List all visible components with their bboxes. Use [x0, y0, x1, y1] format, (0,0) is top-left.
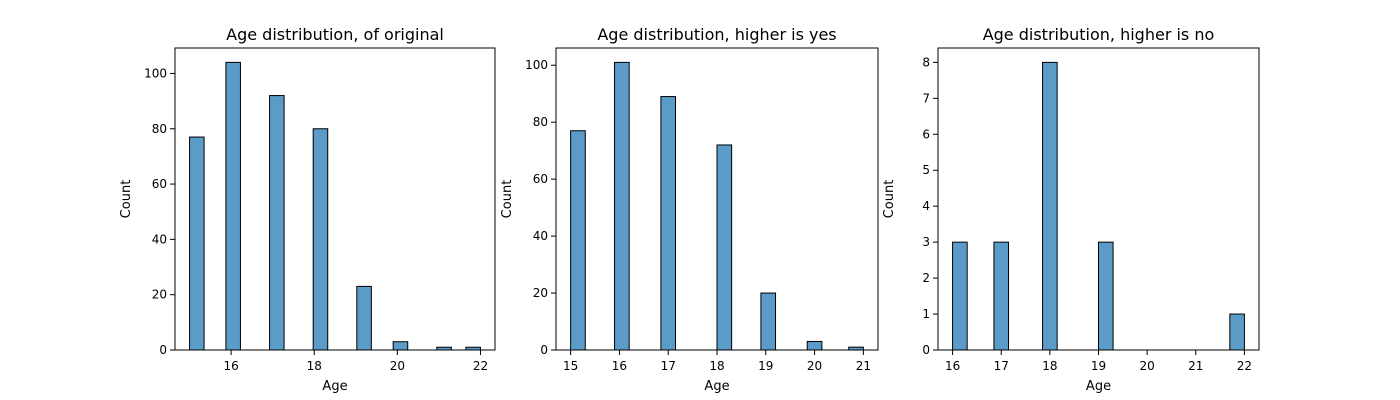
y-tick-label: 20: [533, 286, 548, 300]
y-tick-label: 1: [922, 307, 930, 321]
x-tick-label: 15: [563, 359, 578, 373]
y-tick-label: 5: [922, 163, 930, 177]
chart-panel-3: 16 17 18 19 20 21 22 0 1 2 3 4 5 6 7 8 Age distribution,…: [882, 25, 1260, 394]
y-tick-label: 8: [922, 55, 930, 69]
y-tick-label: 7: [922, 91, 930, 105]
histogram-bar: [952, 241, 968, 351]
y-tick-label: 80: [152, 122, 167, 136]
histogram-bar: [806, 340, 823, 351]
y-tick-label: 3: [922, 235, 930, 249]
histogram-bar: [614, 61, 630, 351]
x-tick-label: 21: [856, 359, 871, 373]
y-axis-label: Count: [119, 180, 134, 219]
y-tick-label: 20: [152, 288, 167, 302]
x-tick-label: 21: [1188, 359, 1203, 373]
chart-title: Age distribution, higher is no: [983, 25, 1215, 44]
y-tick-label: 100: [525, 58, 548, 72]
histogram-bar: [660, 96, 677, 351]
x-tick-label: 16: [223, 359, 238, 373]
y-axis-label: Count: [500, 180, 515, 219]
x-tick-label: 18: [709, 359, 724, 373]
y-tick-label: 60: [533, 172, 548, 186]
x-tick-label: 20: [807, 359, 822, 373]
x-tick-label: 20: [390, 359, 405, 373]
x-tick-label: 19: [758, 359, 773, 373]
histogram-bar: [760, 292, 777, 351]
y-tick-label: 0: [540, 343, 548, 357]
x-axis-label: Age: [1086, 379, 1111, 394]
x-axis-label: Age: [704, 379, 729, 394]
histogram-bar: [1229, 313, 1245, 351]
histogram-bar: [392, 341, 409, 351]
chart-title: Age distribution, of original: [226, 25, 444, 44]
x-tick-label: 17: [661, 359, 676, 373]
y-axis-label: Count: [882, 180, 897, 219]
histogram-bar: [269, 95, 285, 351]
histogram-bar: [225, 61, 241, 351]
x-tick-label: 17: [994, 359, 1009, 373]
y-tick-label: 0: [159, 343, 167, 357]
axes-frame: [174, 47, 496, 351]
histogram-bar: [570, 130, 586, 351]
chart-panel-2: 15 16 17 18 19 20 21 0 20 40 60 80 100 Age distributi…: [500, 25, 879, 394]
x-tick-label: 18: [1042, 359, 1057, 373]
chart-panel-1: 16 18 20 22 0 20 40 60 80 100 Age distribution, of…: [119, 25, 496, 394]
histogram-bar: [716, 144, 733, 351]
histogram-bar: [189, 136, 205, 351]
x-tick-label: 20: [1139, 359, 1154, 373]
x-tick-label: 16: [612, 359, 627, 373]
x-tick-label: 18: [307, 359, 322, 373]
y-tick-label: 40: [152, 232, 167, 246]
chart-title: Age distribution, higher is yes: [597, 25, 836, 44]
histogram-bar: [993, 241, 1010, 351]
histogram-bar: [1042, 61, 1058, 351]
histogram-bar: [1098, 241, 1114, 351]
x-tick-label: 19: [1091, 359, 1106, 373]
y-tick-label: 0: [922, 343, 930, 357]
y-tick-label: 40: [533, 229, 548, 243]
x-tick-label: 16: [945, 359, 960, 373]
x-tick-label: 22: [1237, 359, 1252, 373]
y-tick-label: 80: [533, 115, 548, 129]
y-tick-label: 2: [922, 271, 930, 285]
x-tick-label: 22: [473, 359, 488, 373]
x-axis-label: Age: [322, 379, 347, 394]
histogram-bar: [356, 285, 372, 351]
y-tick-label: 60: [152, 177, 167, 191]
y-tick-label: 6: [922, 127, 930, 141]
histogram-bar: [312, 128, 329, 351]
y-tick-label: 100: [144, 66, 167, 80]
y-tick-label: 4: [922, 199, 930, 213]
